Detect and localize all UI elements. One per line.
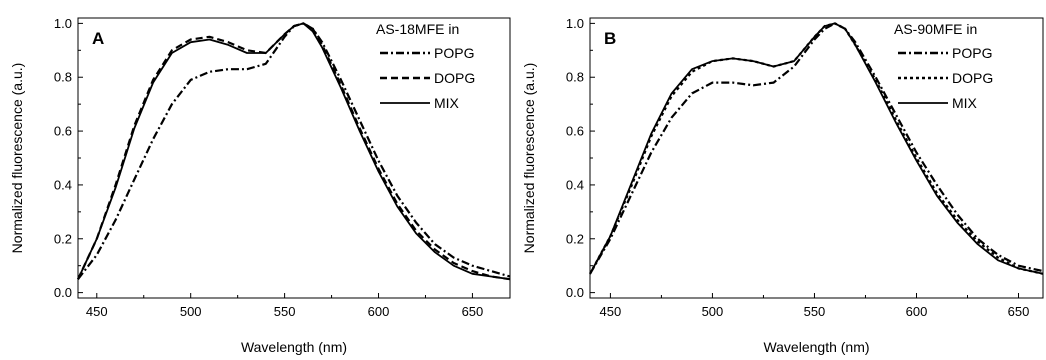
x-tick-label: 650 bbox=[462, 304, 484, 319]
y-axis-title: Normalized fluorescence (a.u.) bbox=[521, 63, 537, 254]
y-tick-label: 0.0 bbox=[54, 285, 72, 300]
x-tick-label: 550 bbox=[804, 304, 826, 319]
y-axis-title: Normalized fluorescence (a.u.) bbox=[9, 63, 25, 254]
x-tick-label: 450 bbox=[86, 304, 108, 319]
series-line-popg bbox=[77, 22, 511, 280]
y-tick-label: 0.4 bbox=[566, 177, 584, 192]
y-tick-label: 0.4 bbox=[54, 177, 72, 192]
legend-label-dopg: DOPG bbox=[434, 70, 475, 86]
y-tick-label: 1.0 bbox=[566, 16, 584, 31]
chart-panel-b: 450 500 550 600 650 0.0 0.2 0.4 0.6 0.8 1.0 Wavelen… bbox=[521, 16, 1044, 355]
x-tick-label: 500 bbox=[702, 304, 724, 319]
chart-panel-a: 450 500 550 600 650 0.0 0.2 0.4 0.6 0.8 1.0 Wavelen… bbox=[9, 16, 511, 355]
x-tick-label: 450 bbox=[600, 304, 622, 319]
legend-label-dopg: DOPG bbox=[952, 70, 993, 86]
x-tick-label: 550 bbox=[274, 304, 296, 319]
legend: AS-90MFE in POPG DOPG MIX bbox=[894, 21, 993, 111]
legend-title: AS-18MFE in bbox=[376, 21, 459, 37]
x-axis-title: Wavelength (nm) bbox=[241, 339, 347, 355]
legend-label-mix: MIX bbox=[952, 95, 978, 111]
series-line-popg bbox=[589, 22, 1044, 275]
y-tick-label: 1.0 bbox=[54, 16, 72, 31]
x-tick-label: 500 bbox=[180, 304, 202, 319]
y-tick-label: 0.8 bbox=[566, 70, 584, 85]
y-tick-label: 0.2 bbox=[566, 231, 584, 246]
legend-label-popg: POPG bbox=[434, 45, 474, 61]
x-tick-label: 600 bbox=[906, 304, 928, 319]
legend: AS-18MFE in POPG DOPG MIX bbox=[376, 21, 475, 111]
panel-label: B bbox=[604, 29, 616, 48]
x-tick-label: 600 bbox=[368, 304, 390, 319]
legend-title: AS-90MFE in bbox=[894, 21, 977, 37]
series-line-mix bbox=[589, 22, 1044, 275]
y-tick-label: 0.8 bbox=[54, 70, 72, 85]
x-tick-label: 650 bbox=[1008, 304, 1030, 319]
legend-label-mix: MIX bbox=[434, 95, 460, 111]
y-tick-label: 0.2 bbox=[54, 231, 72, 246]
legend-label-popg: POPG bbox=[952, 45, 992, 61]
series-line-dopg bbox=[77, 22, 511, 281]
series-line-mix bbox=[77, 22, 511, 281]
x-axis-title: Wavelength (nm) bbox=[763, 339, 869, 355]
y-tick-label: 0.6 bbox=[566, 124, 584, 139]
y-tick-label: 0.0 bbox=[566, 285, 584, 300]
y-tick-label: 0.6 bbox=[54, 124, 72, 139]
panel-label: A bbox=[92, 29, 104, 48]
